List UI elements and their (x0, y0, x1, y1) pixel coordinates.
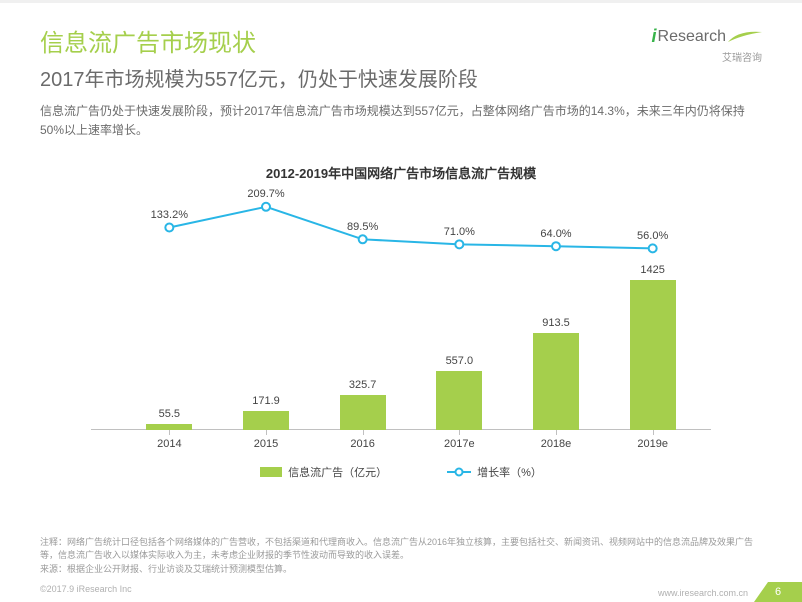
chart-plot-area: 55.5 2014 171.9 2015 325.7 2016 557.0 2017e 913.… (91, 192, 711, 452)
chart-title: 2012-2019年中国网络广告市场信息流广告规模 (91, 163, 711, 182)
bar: 55.5 (146, 424, 192, 430)
category-label: 2017e (444, 438, 475, 450)
line-value-label: 64.0% (540, 228, 571, 240)
footnote-block: 注释：网络广告统计口径包括各个网络媒体的广告营收，不包括渠道和代理商收入。信息流… (40, 536, 762, 577)
category-label: 2016 (350, 438, 374, 450)
x-axis-tick (169, 430, 170, 435)
bar-value-label: 557.0 (446, 355, 474, 367)
legend-line-swatch (447, 466, 471, 478)
x-axis-tick (266, 430, 267, 435)
line-marker (262, 202, 270, 210)
logo-word-research: Research (658, 28, 726, 46)
logo-chinese-name: 艾瑞咨询 (652, 49, 763, 64)
x-axis-tick (653, 430, 654, 435)
line-value-label: 133.2% (151, 209, 188, 221)
page-subtitle: 2017年市场规模为557亿元，仍处于快速发展阶段 (40, 63, 762, 92)
category-label: 2018e (541, 438, 572, 450)
slide-page: i Research 艾瑞咨询 信息流广告市场现状 2017年市场规模为557亿… (0, 0, 802, 602)
x-axis-tick (459, 430, 460, 435)
x-axis-tick (556, 430, 557, 435)
x-axis-tick (363, 430, 364, 435)
bar: 1425 (630, 280, 676, 430)
category-label: 2015 (254, 438, 278, 450)
brand-logo: i Research 艾瑞咨询 (652, 26, 763, 64)
bar: 325.7 (340, 395, 386, 429)
line-value-label: 89.5% (347, 221, 378, 233)
legend-item-line: 增长率（%） (447, 464, 542, 480)
chart-legend: 信息流广告（亿元） 增长率（%） (91, 464, 711, 480)
page-description: 信息流广告仍处于快速发展阶段，预计2017年信息流广告市场规模达到557亿元，占… (40, 102, 762, 140)
line-value-label: 71.0% (444, 226, 475, 238)
logo-box: i Research (652, 26, 763, 47)
line-marker (649, 244, 657, 252)
footer-url: www.iresearch.com.cn (658, 588, 748, 598)
logo-letter-i: i (652, 26, 657, 47)
legend-bar-label: 信息流广告（亿元） (288, 464, 387, 480)
line-value-label: 56.0% (637, 230, 668, 242)
legend-item-bar: 信息流广告（亿元） (260, 464, 387, 480)
bar-value-label: 325.7 (349, 379, 377, 391)
bar-value-label: 171.9 (252, 395, 280, 407)
growth-line (169, 206, 652, 248)
line-value-label: 209.7% (247, 188, 284, 200)
line-marker (552, 242, 560, 250)
legend-bar-swatch (260, 467, 282, 477)
category-label: 2019e (637, 438, 668, 450)
line-series-svg (91, 192, 711, 452)
chart-container: 2012-2019年中国网络广告市场信息流广告规模 55.5 2014 171.9 2… (91, 163, 711, 513)
logo-swoosh-icon (728, 30, 762, 44)
line-marker (165, 223, 173, 231)
footnote-line-2: 来源：根据企业公开财报、行业访谈及艾瑞统计预测模型估算。 (40, 563, 762, 577)
line-marker (455, 240, 463, 248)
copyright-text: ©2017.9 iResearch Inc (40, 584, 132, 594)
bar-value-label: 913.5 (542, 317, 570, 329)
page-number: 6 (775, 586, 781, 598)
legend-line-label: 增长率（%） (477, 464, 542, 480)
line-marker (359, 235, 367, 243)
bar: 913.5 (533, 333, 579, 429)
footnote-line-1: 注释：网络广告统计口径包括各个网络媒体的广告营收，不包括渠道和代理商收入。信息流… (40, 536, 762, 563)
bar-value-label: 1425 (640, 264, 664, 276)
bar-value-label: 55.5 (159, 408, 180, 420)
bar: 557.0 (436, 371, 482, 430)
bar: 171.9 (243, 411, 289, 429)
category-label: 2014 (157, 438, 181, 450)
